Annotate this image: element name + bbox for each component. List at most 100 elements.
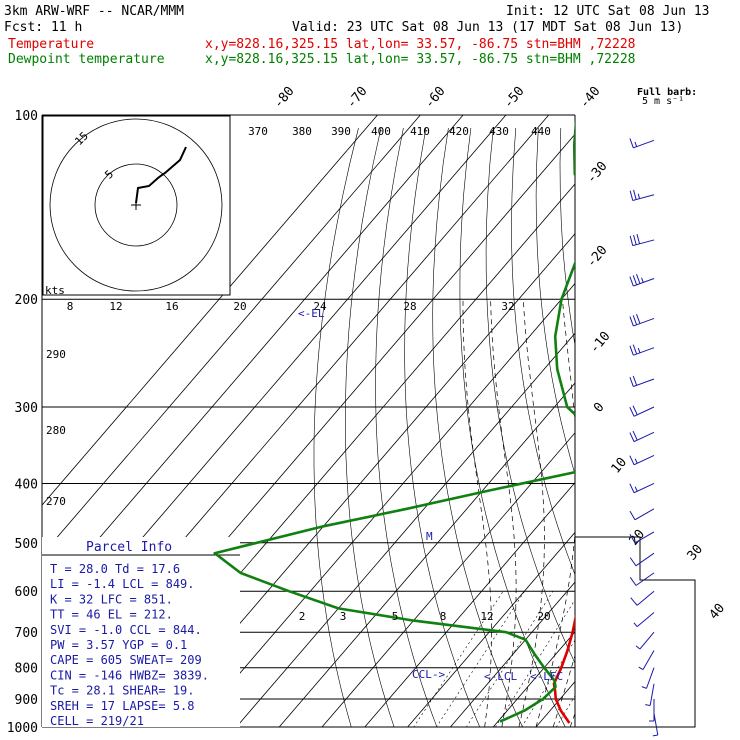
wind-barb-staff bbox=[633, 317, 655, 327]
wind-barb bbox=[649, 698, 655, 722]
isotherm-bottom-label: 12 bbox=[109, 300, 122, 313]
wind-barb-flag bbox=[635, 645, 641, 650]
temperature-label-right: -30 bbox=[584, 159, 611, 187]
mixing-ratio-label: 5 bbox=[392, 610, 399, 623]
pressure-label: 600 bbox=[15, 585, 38, 600]
barb-frame bbox=[575, 536, 696, 728]
parcel-info-row: CAPE = 605 SWEAT= 209 bbox=[50, 653, 202, 667]
mixing-ratio-label: 2 bbox=[299, 610, 306, 623]
dry-adiabat-line bbox=[535, 127, 575, 476]
wind-barb-staff bbox=[633, 347, 655, 356]
isotherm-line bbox=[364, 481, 575, 727]
theta-label-top: 440 bbox=[531, 125, 551, 138]
wind-barb bbox=[629, 531, 655, 544]
wind-barb-flag bbox=[629, 577, 637, 586]
pressure-label: 400 bbox=[15, 477, 38, 492]
wind-barb bbox=[629, 508, 655, 521]
parcel-info-row: CELL = 219/21 bbox=[50, 714, 144, 728]
pressure-label: 300 bbox=[15, 401, 38, 416]
wind-barb-flag bbox=[629, 557, 637, 567]
wind-barb-flag bbox=[633, 622, 638, 627]
wind-barb-staff bbox=[635, 552, 655, 567]
wind-barb-staff bbox=[634, 508, 655, 521]
mixing-ratio-label: 12 bbox=[480, 610, 493, 623]
isotherm-bottom-label: 16 bbox=[165, 300, 178, 313]
wind-barb-staff bbox=[633, 378, 655, 387]
wind-barb-flag bbox=[629, 407, 635, 417]
temperature-label-top: -40 bbox=[577, 84, 604, 112]
wind-barb-flag bbox=[634, 141, 638, 147]
isotherm-bottom-label: 28 bbox=[403, 300, 416, 313]
wind-barb bbox=[641, 667, 655, 689]
isotherm-line bbox=[321, 432, 575, 727]
wind-barb-staff bbox=[633, 455, 655, 466]
wind-barb-flag bbox=[633, 189, 637, 200]
wind-barb-flag bbox=[636, 234, 641, 244]
el-marker: <-EL bbox=[298, 307, 325, 320]
pressure-label: 100 bbox=[15, 109, 38, 124]
moist-adiabat-line bbox=[587, 299, 716, 727]
isotherm-line bbox=[278, 382, 575, 727]
pressure-label: 800 bbox=[15, 662, 38, 677]
wind-barb bbox=[629, 138, 655, 149]
temperature-label-right: -10 bbox=[587, 329, 614, 357]
pressure-label: 500 bbox=[15, 537, 38, 552]
mixing-ratio-label: 3 bbox=[340, 610, 347, 623]
hodograph-trace bbox=[135, 146, 187, 204]
wind-barb-staff bbox=[634, 531, 655, 544]
hodograph-ring-label: 25 bbox=[42, 95, 61, 114]
lfc-marker: <-LFC bbox=[530, 670, 563, 683]
wind-barb-staff bbox=[653, 713, 659, 736]
theta-label-left: 280 bbox=[46, 424, 66, 437]
isotherm-line bbox=[450, 581, 575, 727]
mixing-ratio-line bbox=[466, 591, 554, 727]
pressure-label: 900 bbox=[15, 693, 38, 708]
parcel-info-title: Parcel Info bbox=[86, 540, 172, 555]
wind-barb-flag bbox=[629, 432, 635, 442]
wind-barb-flag bbox=[629, 345, 634, 356]
wind-barb-staff bbox=[633, 431, 655, 443]
temperature-label-top: -80 bbox=[271, 84, 298, 112]
temperature-label-right: -20 bbox=[584, 243, 611, 271]
dry-adiabat-line bbox=[511, 127, 575, 576]
forecast-hour: Fcst: 11 h bbox=[4, 20, 82, 35]
temperature-label-right: 40 bbox=[707, 601, 729, 623]
parcel-info-box: Parcel Info T = 28.0 Td = 17.6LI = -1.4 … bbox=[42, 537, 240, 728]
dry-adiabat-line bbox=[375, 127, 438, 727]
parcel-info-row: TT = 46 EL = 212. bbox=[50, 608, 173, 622]
wind-barb bbox=[645, 683, 655, 706]
wind-barb-flag bbox=[645, 704, 651, 706]
parcel-info-row: CIN = -146 HWBZ= 3839. bbox=[50, 668, 209, 682]
wind-barb bbox=[629, 455, 655, 466]
wind-barb-column bbox=[629, 138, 659, 737]
wind-barb bbox=[629, 572, 655, 586]
temperature-location: x,y=828.16,325.15 lat,lon= 33.57, -86.75… bbox=[205, 37, 635, 52]
temperature-label-top: -70 bbox=[344, 84, 371, 112]
theta-label-top: 430 bbox=[489, 125, 509, 138]
wind-barb bbox=[629, 405, 655, 417]
moist-adiabat-line bbox=[462, 299, 492, 727]
wind-barb-staff bbox=[633, 139, 655, 149]
isotherm-line bbox=[622, 115, 740, 727]
theta-label-left: 290 bbox=[46, 348, 66, 361]
sounding-traces bbox=[213, 118, 575, 724]
dry-adiabat-line bbox=[485, 127, 575, 664]
dewpoint-series bbox=[213, 118, 575, 723]
wind-barb bbox=[629, 189, 655, 201]
dewpoint-location: x,y=828.16,325.15 lat,lon= 33.57, -86.75… bbox=[205, 52, 635, 67]
wind-barb-staff bbox=[633, 483, 655, 494]
moist-adiabat-line bbox=[552, 654, 575, 727]
model-title: 3km ARW-WRF -- NCAR/MMM bbox=[4, 4, 184, 19]
wind-barb bbox=[630, 590, 655, 606]
barb-legend-units: 5 m s⁻¹ bbox=[642, 96, 684, 107]
pressure-label: 1000 bbox=[7, 721, 38, 736]
dry-adiabat-line bbox=[696, 128, 740, 740]
wind-barb bbox=[635, 631, 655, 650]
temperature-legend-label: Temperature bbox=[8, 37, 94, 52]
wind-barb-flag bbox=[632, 430, 638, 441]
wind-barb-flag bbox=[634, 458, 638, 464]
parcel-info-row: T = 28.0 Td = 17.6 bbox=[50, 562, 180, 576]
barb-legend-title: Full barb: bbox=[637, 87, 697, 98]
pressure-label: 200 bbox=[15, 293, 38, 308]
